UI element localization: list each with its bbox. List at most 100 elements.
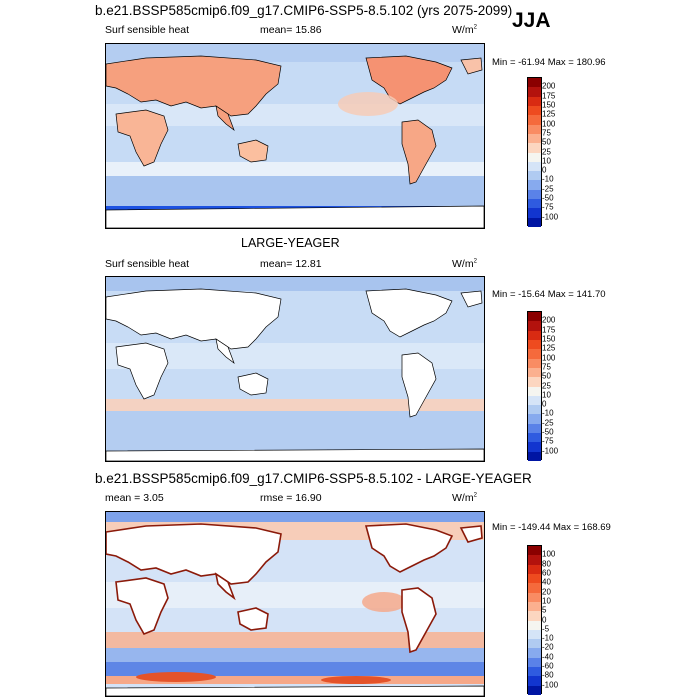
colorbar-swatch	[528, 199, 541, 209]
colorbar-tick-label: -25	[542, 418, 554, 428]
colorbar-swatch	[528, 676, 541, 686]
colorbar-tick-label: -75	[542, 202, 554, 212]
colorbar-swatch	[528, 377, 541, 387]
colorbar-tick-label: -5	[542, 624, 550, 634]
panel3-colorbar-swatches	[527, 545, 542, 695]
colorbar-swatch	[528, 115, 541, 125]
colorbar-tick-label: 0	[542, 165, 547, 175]
colorbar-swatch	[528, 87, 541, 97]
colorbar-swatch	[528, 395, 541, 406]
colorbar-tick-label: -80	[542, 670, 554, 680]
colorbar-tick-label: 50	[542, 371, 551, 381]
colorbar-swatch	[528, 143, 541, 153]
colorbar-tick-label: -20	[542, 642, 554, 652]
colorbar-swatch	[528, 620, 541, 630]
colorbar-swatch	[528, 405, 541, 415]
colorbar-swatch	[528, 217, 541, 227]
colorbar-swatch	[528, 423, 541, 434]
colorbar-swatch	[528, 152, 541, 162]
colorbar-tick-label: 0	[542, 615, 547, 624]
colorbar-swatch	[528, 339, 541, 350]
colorbar-tick-label: 175	[542, 91, 556, 101]
colorbar-swatch	[528, 573, 541, 584]
colorbar-tick-label: -10	[542, 633, 554, 643]
colorbar-swatch	[528, 555, 541, 565]
panel1-units: W/m2	[452, 24, 477, 36]
colorbar-swatch	[528, 583, 541, 593]
colorbar-tick-label: 0	[542, 399, 547, 409]
colorbar-swatch	[528, 330, 541, 340]
colorbar-tick-label: 100	[542, 119, 556, 129]
panel3-mean: mean = 3.05	[105, 492, 164, 504]
colorbar-swatch	[528, 685, 541, 695]
panel1-map	[105, 43, 485, 229]
colorbar-swatch	[528, 105, 541, 116]
colorbar-tick-label: 25	[542, 381, 551, 390]
colorbar-tick-label: 125	[542, 109, 556, 119]
season-label: JJA	[512, 9, 551, 32]
panel1-minmax: Min = -61.94 Max = 180.96	[492, 57, 606, 68]
colorbar-tick-label: -50	[542, 193, 554, 203]
colorbar-swatch	[528, 386, 541, 396]
colorbar-swatch	[528, 180, 541, 190]
colorbar-tick-label: -25	[542, 184, 554, 194]
colorbar-swatch	[528, 171, 541, 181]
colorbar-tick-label: 40	[542, 577, 551, 587]
panel1-variable: Surf sensible heat	[105, 24, 190, 36]
colorbar-swatch	[528, 161, 541, 172]
colorbar-tick-label: 10	[542, 390, 551, 400]
colorbar-tick-label: -100	[542, 212, 559, 222]
colorbar-tick-label: -50	[542, 427, 554, 437]
panel3-rmse: rmse = 16.90	[260, 492, 322, 504]
colorbar-swatch	[528, 321, 541, 331]
colorbar-swatch	[528, 349, 541, 359]
panel1-colorbar-swatches	[527, 77, 542, 227]
colorbar-tick-label: 80	[542, 559, 551, 569]
colorbar-swatch	[528, 414, 541, 424]
panel1-mean: mean= 15.86	[260, 24, 322, 36]
panel2-variable: Surf sensible heat	[105, 258, 190, 270]
panel2-map	[105, 276, 485, 462]
colorbar-swatch	[528, 208, 541, 218]
colorbar-swatch	[528, 78, 541, 88]
colorbar-swatch	[528, 667, 541, 677]
colorbar-swatch	[528, 433, 541, 443]
panel3-units: W/m2	[452, 492, 477, 504]
colorbar-tick-label: 60	[542, 568, 551, 578]
colorbar-tick-label: 100	[542, 353, 556, 363]
colorbar-tick-label: 150	[542, 334, 556, 344]
colorbar-swatch	[528, 358, 541, 368]
colorbar-swatch	[528, 639, 541, 649]
panel2-title: LARGE-YEAGER	[241, 236, 340, 250]
panel2-colorbar-swatches	[527, 311, 542, 461]
colorbar-swatch	[528, 451, 541, 461]
panel2-colorbar: 200 175 150 125 100 75 50 25 10 0 -10 -25 -50 -75 -100	[527, 311, 558, 461]
colorbar-swatch	[528, 442, 541, 452]
colorbar-swatch	[528, 564, 541, 574]
colorbar-tick-label: 175	[542, 325, 556, 335]
colorbar-tick-label: 20	[542, 587, 551, 597]
colorbar-swatch	[528, 96, 541, 106]
colorbar-swatch	[528, 648, 541, 658]
panel3-minmax: Min = -149.44 Max = 168.69	[492, 522, 611, 533]
case-title: b.e21.BSSP585cmip6.f09_g17.CMIP6-SSP5-8.…	[95, 3, 513, 18]
colorbar-swatch	[528, 546, 541, 556]
colorbar-swatch	[528, 367, 541, 378]
panel3-title: b.e21.BSSP585cmip6.f09_g17.CMIP6-SSP5-8.…	[95, 471, 532, 486]
colorbar-tick-label: -60	[542, 661, 554, 671]
colorbar-tick-label: -10	[542, 174, 554, 184]
colorbar-swatch	[528, 601, 541, 612]
colorbar-tick-label: 100	[542, 549, 556, 559]
colorbar-swatch	[528, 629, 541, 640]
colorbar-tick-label: 25	[542, 147, 551, 156]
colorbar-tick-label: -100	[542, 446, 559, 456]
colorbar-tick-label: -10	[542, 408, 554, 418]
colorbar-tick-label: -75	[542, 436, 554, 446]
panel3-colorbar: 100 80 60 40 20 10 5 0 -5 -10 -20 -40 -60 -80 -100	[527, 545, 558, 695]
colorbar-swatch	[528, 312, 541, 322]
panel2-mean: mean= 12.81	[260, 258, 322, 270]
colorbar-swatch	[528, 189, 541, 200]
panel2-units: W/m2	[452, 258, 477, 270]
panel3-map	[105, 511, 485, 697]
panel1-colorbar: 200 175 150 125 100 75 50 25 10 0 -10 -25 -50 -75 -100	[527, 77, 558, 227]
